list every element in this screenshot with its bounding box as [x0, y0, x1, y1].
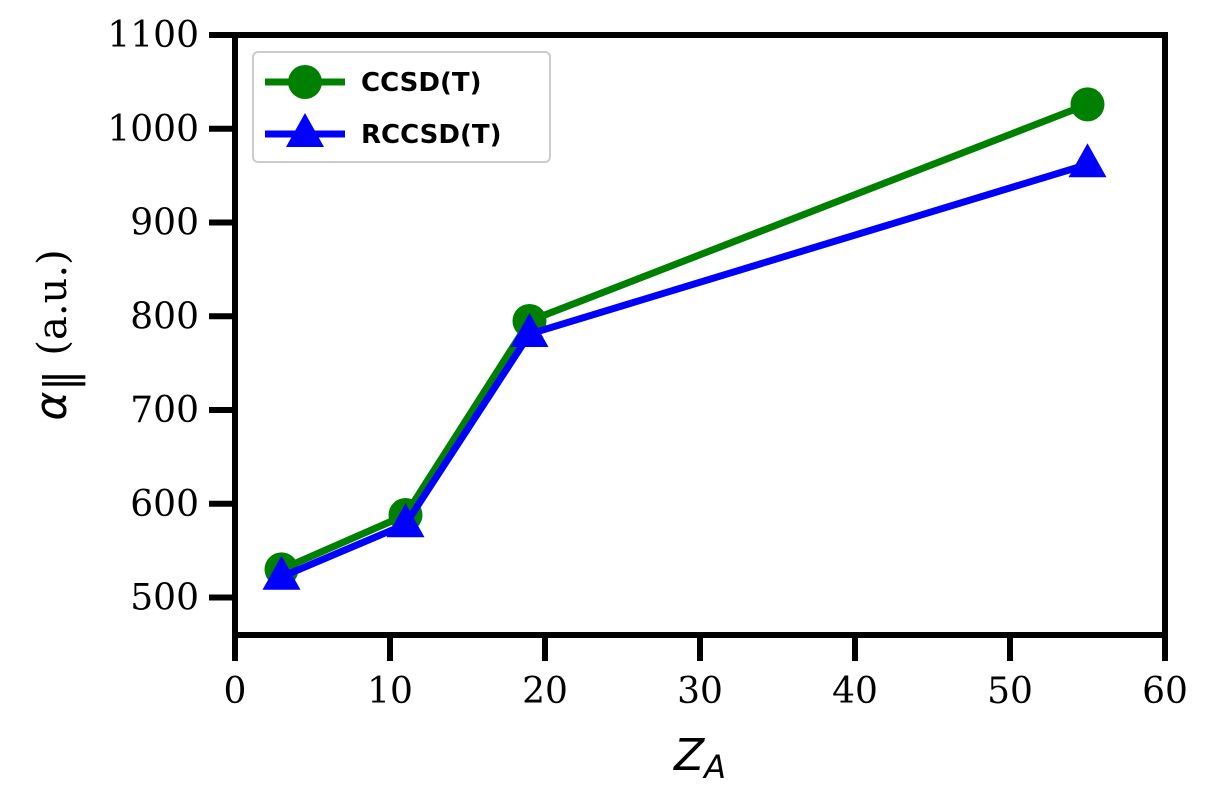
y-axis-label: α∥(a.u.) [26, 249, 87, 420]
series-layer [262, 87, 1107, 590]
legend-marker [288, 65, 322, 99]
data-point [510, 312, 549, 347]
x-tick-label: 30 [677, 671, 723, 712]
data-point [1068, 143, 1107, 178]
axes: 0 10 20 30 40 50 60 500 600 700 800 900 1000 1100 [107, 15, 1188, 712]
x-tick-label: 40 [832, 671, 878, 712]
legend: CCSD(T) RCCSD(T) [252, 51, 551, 163]
data-point [386, 503, 425, 538]
x-tick-label: 10 [367, 671, 413, 712]
legend-entry: CCSD(T) [265, 65, 481, 99]
series-rccsd-t- [262, 143, 1107, 590]
axis-labels: ZA α∥(a.u.) [26, 249, 726, 786]
legend-label: CCSD(T) [361, 68, 481, 98]
series-line [278, 160, 1091, 581]
y-tick-label: 700 [130, 390, 199, 431]
legend-label: RCCSD(T) [361, 120, 501, 150]
data-point [1070, 87, 1105, 122]
x-tick-label: 50 [987, 671, 1033, 712]
x-tick-label: 0 [224, 671, 247, 712]
legend-marker [286, 113, 324, 147]
y-tick-label: 900 [130, 203, 199, 244]
y-tick-label: 1000 [107, 109, 199, 150]
y-tick-label: 500 [130, 578, 199, 619]
legend-entry: RCCSD(T) [265, 113, 501, 150]
data-point [262, 555, 301, 590]
y-tick-label: 600 [130, 484, 199, 525]
series-line [278, 100, 1091, 573]
y-tick-label: 1100 [107, 15, 199, 56]
y-tick-label: 800 [130, 296, 199, 337]
x-axis-label: ZA [673, 730, 726, 786]
x-tick-label: 20 [522, 671, 568, 712]
x-tick-label: 60 [1142, 671, 1188, 712]
